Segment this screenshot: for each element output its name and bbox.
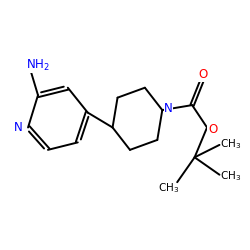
Text: O: O [199, 68, 208, 81]
Text: NH$_2$: NH$_2$ [26, 58, 50, 73]
Text: CH$_3$: CH$_3$ [220, 169, 241, 183]
Text: N: N [14, 121, 22, 134]
Text: CH$_3$: CH$_3$ [158, 182, 179, 195]
Text: CH$_3$: CH$_3$ [220, 137, 241, 150]
Text: O: O [208, 124, 217, 136]
Text: N: N [164, 102, 173, 115]
